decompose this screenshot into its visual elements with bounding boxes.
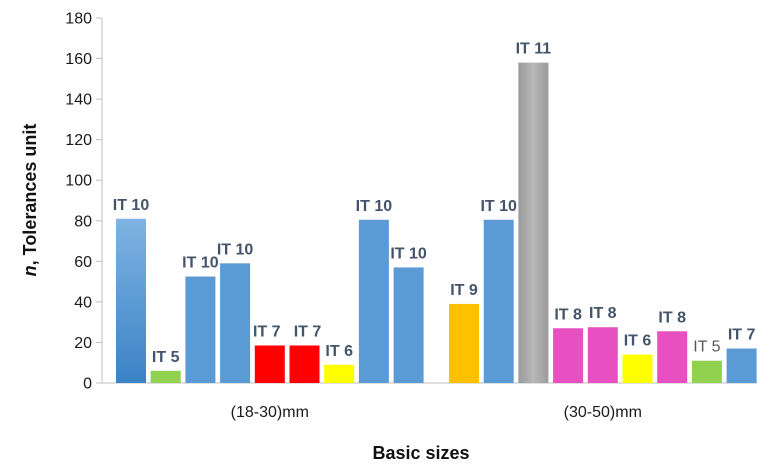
bar	[185, 276, 216, 383]
data-label: IT 10	[356, 198, 393, 215]
data-label: IT 7	[728, 327, 756, 344]
y-tick-label: 140	[65, 92, 92, 109]
bar	[449, 303, 479, 383]
y-axis-title-italic: n	[20, 265, 40, 276]
bar	[358, 219, 389, 383]
bar	[691, 360, 722, 383]
data-label: IT 7	[253, 323, 281, 340]
bar	[116, 218, 146, 383]
bar	[393, 267, 424, 383]
data-label: IT 6	[325, 343, 353, 360]
bar	[518, 62, 549, 383]
bar	[483, 219, 514, 383]
data-label: IT 10	[182, 255, 219, 272]
data-label: IT 5	[152, 349, 180, 366]
data-label: IT 5	[693, 339, 720, 356]
y-tick-label: 20	[74, 335, 92, 352]
y-tick-label: 100	[65, 173, 92, 190]
data-label: IT 10	[113, 197, 150, 214]
data-label: IT 10	[390, 245, 427, 262]
data-label: IT 7	[294, 323, 322, 340]
bar	[726, 348, 757, 383]
x-category-label: (30-50)mm	[564, 404, 642, 421]
y-tick-label: 180	[65, 11, 92, 28]
bar	[587, 327, 618, 383]
bars	[116, 62, 757, 383]
data-label: IT 9	[450, 282, 478, 299]
data-label: IT 8	[589, 305, 617, 322]
data-label: IT 6	[624, 333, 652, 350]
data-label: IT 11	[516, 41, 552, 58]
bar	[289, 345, 320, 383]
data-label: IT 8	[658, 309, 686, 326]
y-tick-label: 120	[65, 132, 92, 149]
y-tick-label: 80	[74, 213, 92, 230]
bar	[657, 331, 688, 383]
bar	[324, 364, 355, 383]
y-tick-label: 60	[74, 254, 92, 271]
bar	[622, 354, 653, 383]
y-tick-label: 40	[74, 294, 92, 311]
y-axis-title: n, Tolerances unit	[20, 124, 40, 277]
y-tick-label: 160	[65, 51, 92, 68]
y-axis-title-rest: , Tolerances unit	[20, 124, 40, 266]
bar	[150, 370, 181, 383]
x-category-label: (18-30)mm	[231, 404, 309, 421]
x-axis-title: Basic sizes	[372, 443, 469, 463]
bar	[254, 345, 285, 383]
data-label: IT 10	[480, 198, 517, 215]
data-label: IT 10	[217, 241, 254, 258]
axes: 0 20 40 60 80 100 120 140 160 180 (18-30)mm (30-50)…	[65, 11, 757, 421]
bar	[553, 328, 584, 383]
y-tick-label: 0	[83, 376, 92, 393]
bar	[220, 263, 251, 383]
data-label: IT 8	[554, 306, 582, 323]
